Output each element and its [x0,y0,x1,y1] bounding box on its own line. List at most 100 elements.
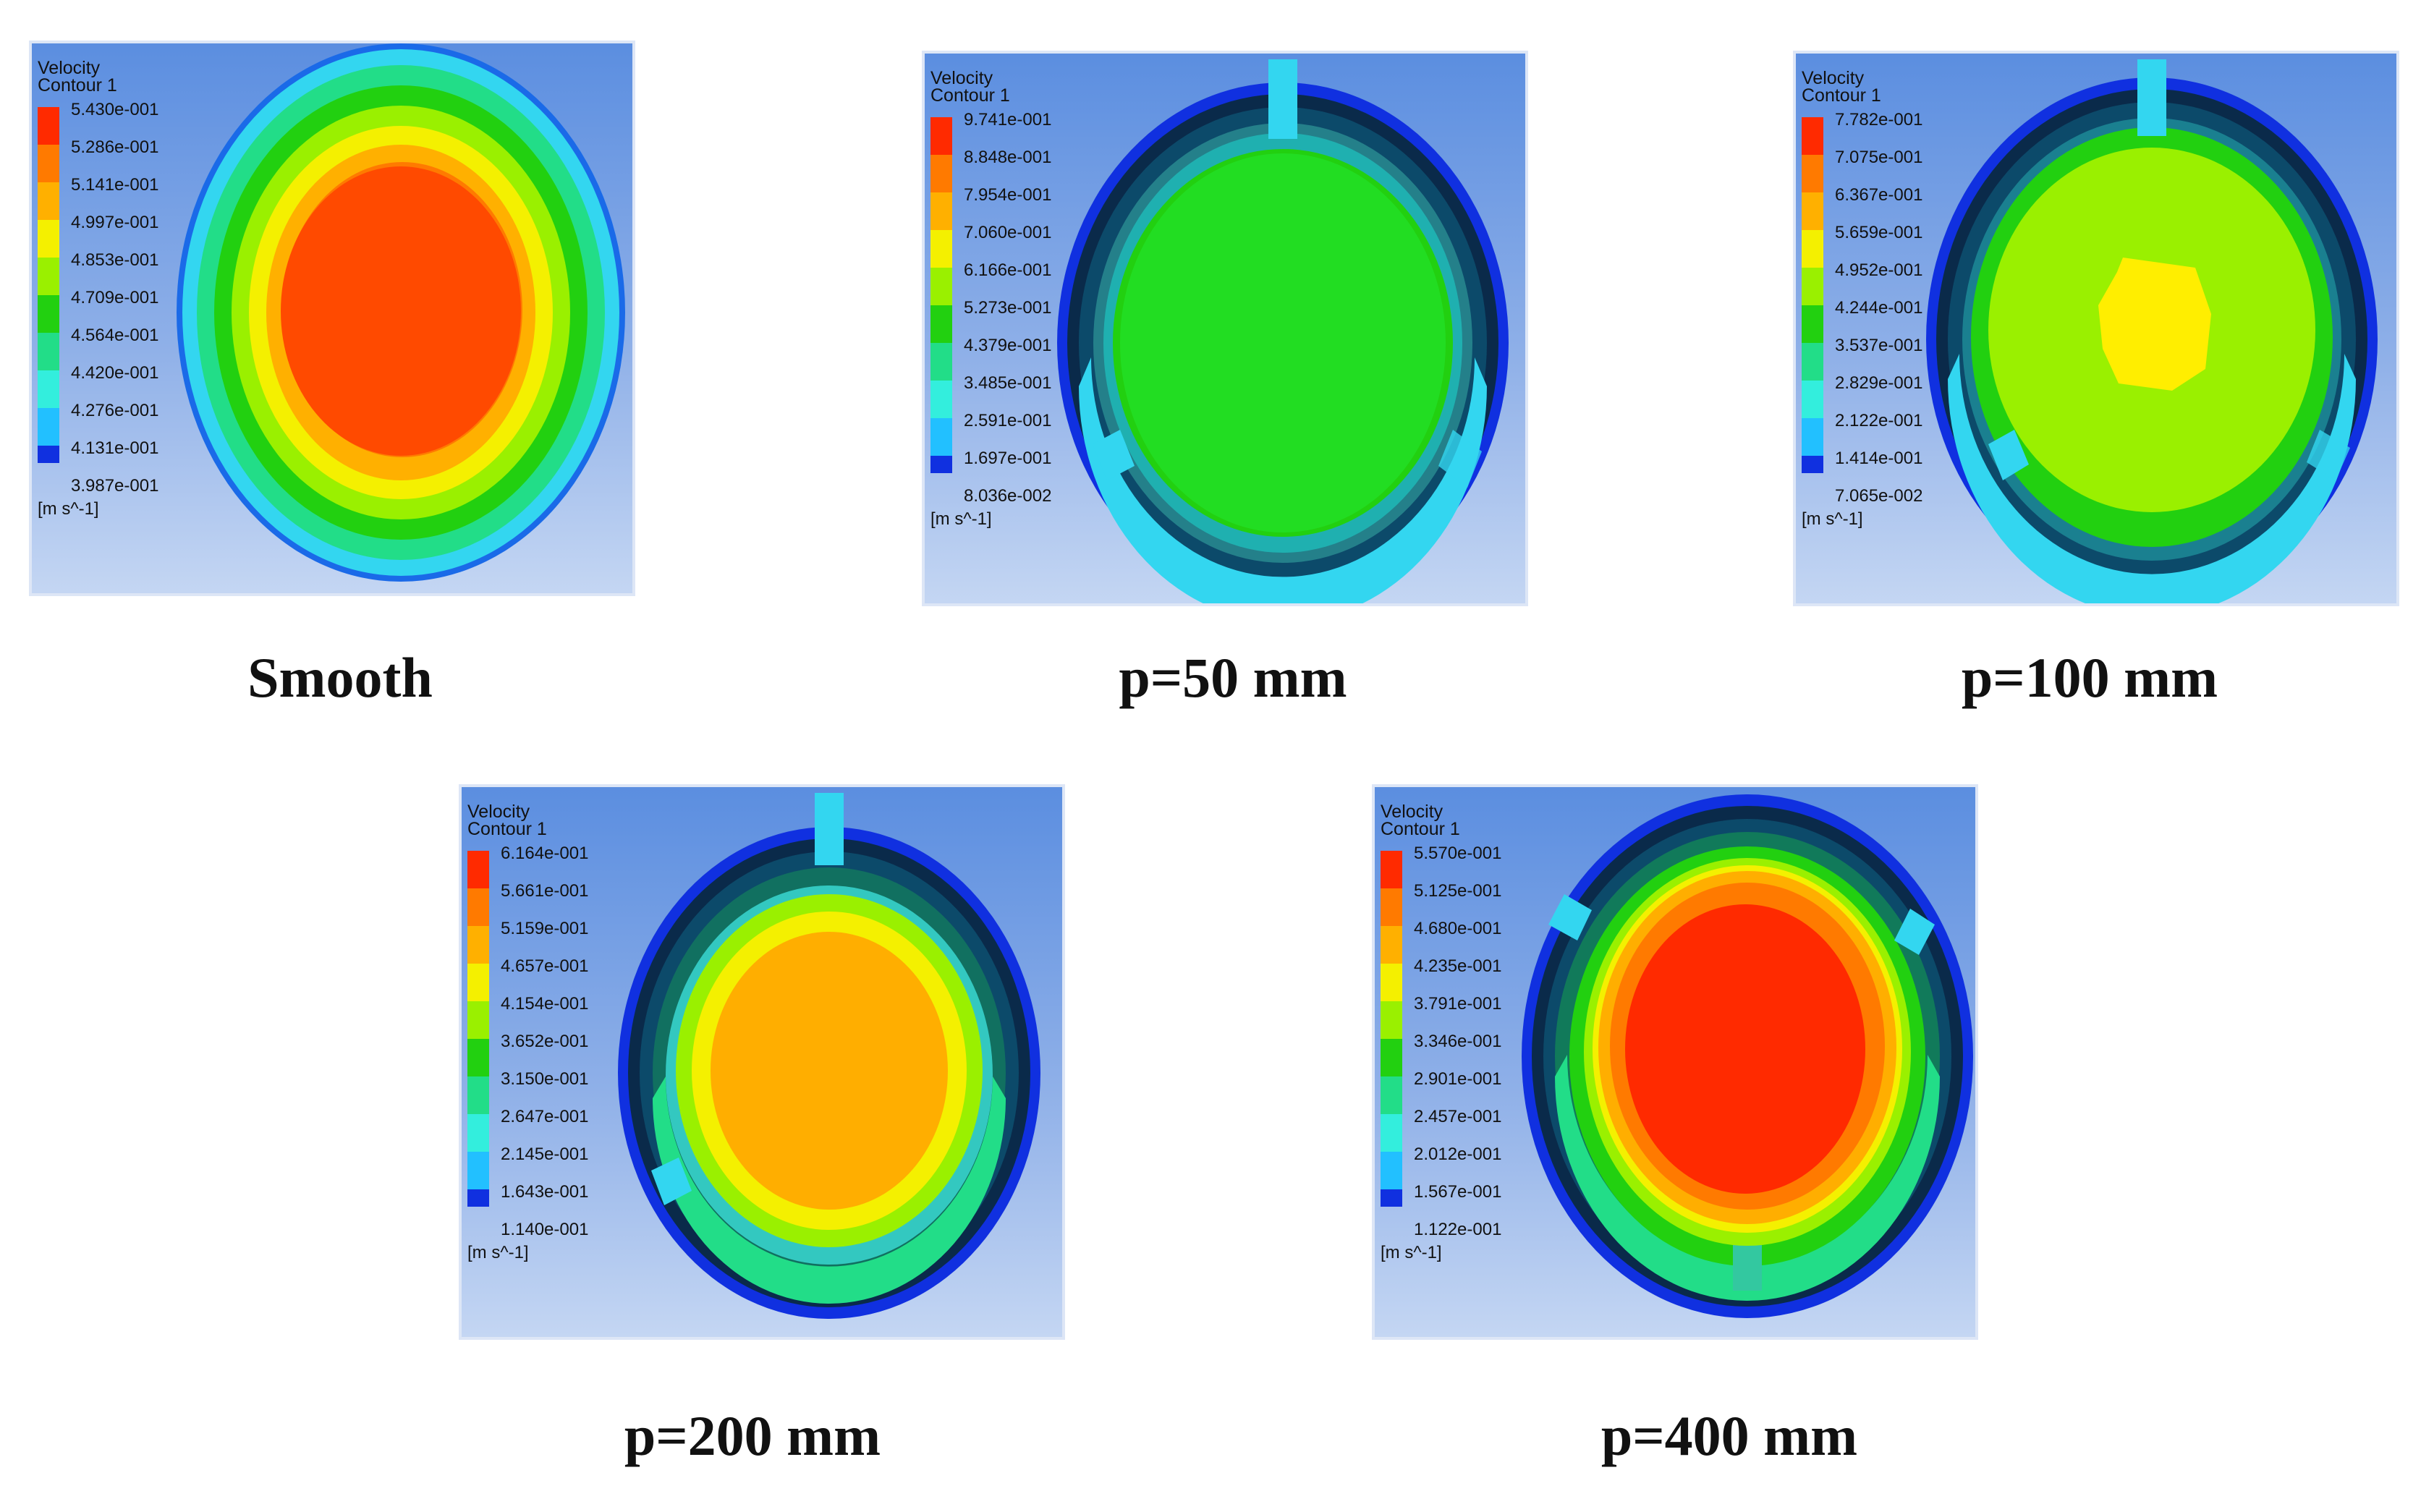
legend-swatch [467,888,489,926]
legend-swatch [38,333,59,370]
legend-swatch [1381,1189,1402,1207]
legend-level: 2.145e-001 [467,1146,588,1189]
legend-title: Velocity [467,802,530,822]
legend-level: 9.741e-001 [930,111,1051,155]
legend-swatch [467,851,489,888]
legend-smooth: Velocity Contour 1 5.430e-001 5.286e-001… [38,58,159,519]
legend-level: 5.659e-001 [1802,224,1922,268]
legend-level: 1.697e-001 [930,450,1051,488]
legend-level: 5.286e-001 [38,139,158,182]
legend-swatch [930,456,952,473]
legend-level: 5.661e-001 [467,883,588,926]
contour-plot-p100 [1926,59,2378,603]
legend-level: 4.131e-001 [38,440,158,477]
legend-title: Velocity [930,68,993,88]
legend-level: 8.036e-002 [964,486,1052,506]
legend-swatch [1381,926,1402,964]
legend-swatch [1381,888,1402,926]
legend-level: 4.853e-001 [38,252,158,295]
legend-subtitle: Contour 1 [467,819,547,839]
legend-level: 7.782e-001 [1802,111,1922,155]
legend-swatch [930,268,952,305]
legend-level: 3.150e-001 [467,1071,588,1114]
legend-swatch [38,220,59,258]
legend-swatch [38,145,59,182]
legend-p100: Velocity Contour 1 7.782e-001 7.075e-001… [1802,68,1923,529]
legend-level: 5.141e-001 [38,177,158,220]
legend-title: Velocity [1381,802,1443,822]
legend-level: 4.657e-001 [467,958,588,1001]
legend-level: 5.159e-001 [467,920,588,964]
legend-level: 1.414e-001 [1802,450,1922,488]
legend-swatch [467,1114,489,1152]
legend-level: 5.125e-001 [1381,883,1501,926]
legend-swatch [38,446,59,463]
legend-level: 5.570e-001 [1381,845,1501,888]
legend-level: 7.060e-001 [930,224,1051,268]
legend-unit: [m s^-1] [1381,1243,1442,1262]
legend-unit: [m s^-1] [38,499,99,519]
legend-level: 7.075e-001 [1802,149,1922,192]
legend-level: 4.709e-001 [38,289,158,333]
legend-level: 8.848e-001 [930,149,1051,192]
panel-smooth: Velocity Contour 1 5.430e-001 5.286e-001… [29,41,635,596]
legend-swatch [1802,268,1823,305]
legend-level: 6.166e-001 [930,262,1051,305]
legend-level: 4.564e-001 [38,327,158,370]
legend-level: 6.367e-001 [1802,187,1922,230]
legend-subtitle: Contour 1 [1381,819,1460,839]
legend-level: 2.591e-001 [930,412,1051,456]
panel-p400: Velocity Contour 1 5.570e-001 5.125e-001… [1372,784,1978,1340]
legend-swatch [1802,305,1823,343]
legend-swatch [38,295,59,333]
legend-swatch [930,305,952,343]
legend-swatch [1381,1076,1402,1114]
legend-swatch [467,964,489,1001]
legend-level: 1.140e-001 [501,1220,589,1239]
legend-subtitle: Contour 1 [930,85,1010,106]
legend-level: 2.901e-001 [1381,1071,1501,1114]
legend-level: 4.997e-001 [38,214,158,258]
contour-plot-p200 [618,793,1040,1319]
legend-swatch [930,230,952,268]
legend-swatch [1381,1039,1402,1076]
legend-swatch [930,418,952,456]
legend-swatch [38,408,59,446]
legend-level: 4.420e-001 [38,365,158,408]
legend-swatch [930,381,952,418]
legend-swatch [1802,155,1823,192]
legend-swatch [38,182,59,220]
legend-level: 5.273e-001 [930,300,1051,343]
legend-level: 3.485e-001 [930,375,1051,418]
legend-p200: Velocity Contour 1 6.164e-001 5.661e-001… [467,802,589,1262]
legend-level: 4.154e-001 [467,995,588,1039]
legend-unit: [m s^-1] [467,1243,529,1262]
legend-level: 2.829e-001 [1802,375,1922,418]
contour-plot-p400 [1522,794,1973,1318]
legend-p50: Velocity Contour 1 9.741e-001 8.848e-001… [930,68,1052,528]
legend-swatch [1381,1001,1402,1039]
legend-level: 4.379e-001 [930,337,1051,381]
legend-level: 5.430e-001 [38,101,158,145]
legend-title: Velocity [1802,68,1865,88]
caption-smooth: Smooth [247,646,433,709]
legend-level: 3.652e-001 [467,1033,588,1076]
legend-swatch [1802,192,1823,230]
legend-level: 6.164e-001 [467,845,588,888]
legend-swatch [930,117,952,155]
legend-unit: [m s^-1] [1802,509,1863,529]
legend-swatch [38,370,59,408]
legend-swatch [38,107,59,145]
panel-p100: Velocity Contour 1 7.782e-001 7.075e-001… [1793,51,2399,606]
legend-swatch [467,1001,489,1039]
legend-title: Velocity [38,58,101,78]
legend-level: 1.122e-001 [1414,1220,1502,1239]
legend-swatch [467,1189,489,1207]
legend-level: 3.987e-001 [71,476,159,496]
legend-level: 4.680e-001 [1381,920,1501,964]
legend-level: 4.244e-001 [1802,300,1922,343]
legend-swatch [930,155,952,192]
legend-level: 7.065e-002 [1835,486,1923,506]
legend-level: 2.457e-001 [1381,1108,1501,1152]
contour-plot-smooth [177,43,625,582]
